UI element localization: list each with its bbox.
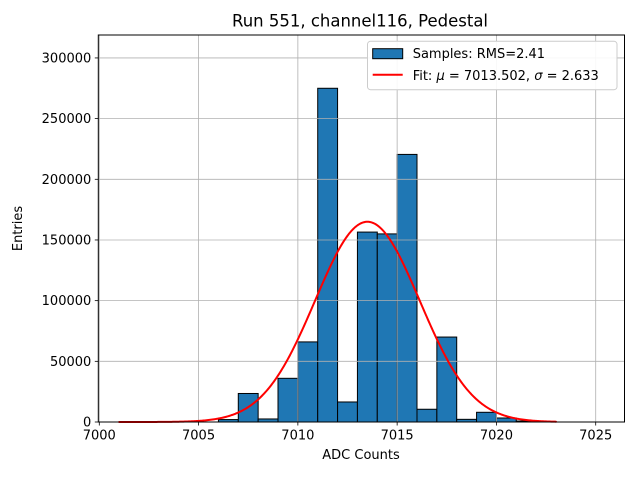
legend-samples-swatch [372,48,404,60]
legend-samples-label: Samples: RMS=2.41 [413,47,545,62]
x-tick-label: 7010 [281,429,314,444]
histogram-bar [476,411,497,423]
legend-fit-label: Fit: μ = 7013.502, σ = 2.633 [413,69,599,84]
y-tick-label: 200000 [42,173,92,188]
y-tick-label: 50000 [50,355,91,370]
y-tick-label: 250000 [42,112,92,127]
y-axis-ticks [94,57,99,423]
chart-title: Run 551, channel116, Pedestal [232,12,488,31]
histogram-bars [217,87,537,423]
x-tick-label: 7015 [381,429,414,444]
x-tick-label: 7005 [182,429,215,444]
histogram-bar [337,401,358,423]
legend-sigma-symbol: σ [534,69,543,84]
histogram-bar [356,231,378,423]
x-tick-label: 7020 [480,429,513,444]
legend-box [367,40,618,91]
histogram-bar [317,87,339,423]
histogram-bar [277,377,299,423]
y-tick-label: 0 [83,416,91,431]
legend-fit-prefix: Fit: [413,69,437,84]
x-axis-ticks [98,422,597,426]
plot-border [97,34,626,423]
x-tick-label: 7000 [83,429,116,444]
histogram-bar [376,233,398,423]
y-tick-label: 300000 [42,51,92,66]
y-axis-label: Entries [11,206,26,252]
legend-sigma-value: = 2.633 [542,69,598,84]
histogram-bar [297,341,319,423]
histogram-bar [436,336,458,423]
histogram-bar [416,408,438,423]
x-axis-label: ADC Counts [322,448,400,463]
y-tick-label: 150000 [42,233,92,248]
x-axis-tick-labels: 7000 7005 7010 7015 7020 7025 [83,429,613,444]
y-axis-tick-labels: 0 50000 100000 150000 200000 250000 300000 [42,51,92,430]
y-tick-label: 100000 [42,294,92,309]
legend: Samples: RMS=2.41 Fit: μ = 7013.502, σ =… [367,40,618,91]
x-tick-label: 7025 [579,429,612,444]
legend-mu-value: = 7013.502, [445,69,534,84]
legend-mu-symbol: μ [435,69,444,84]
fit-curve [118,220,557,423]
